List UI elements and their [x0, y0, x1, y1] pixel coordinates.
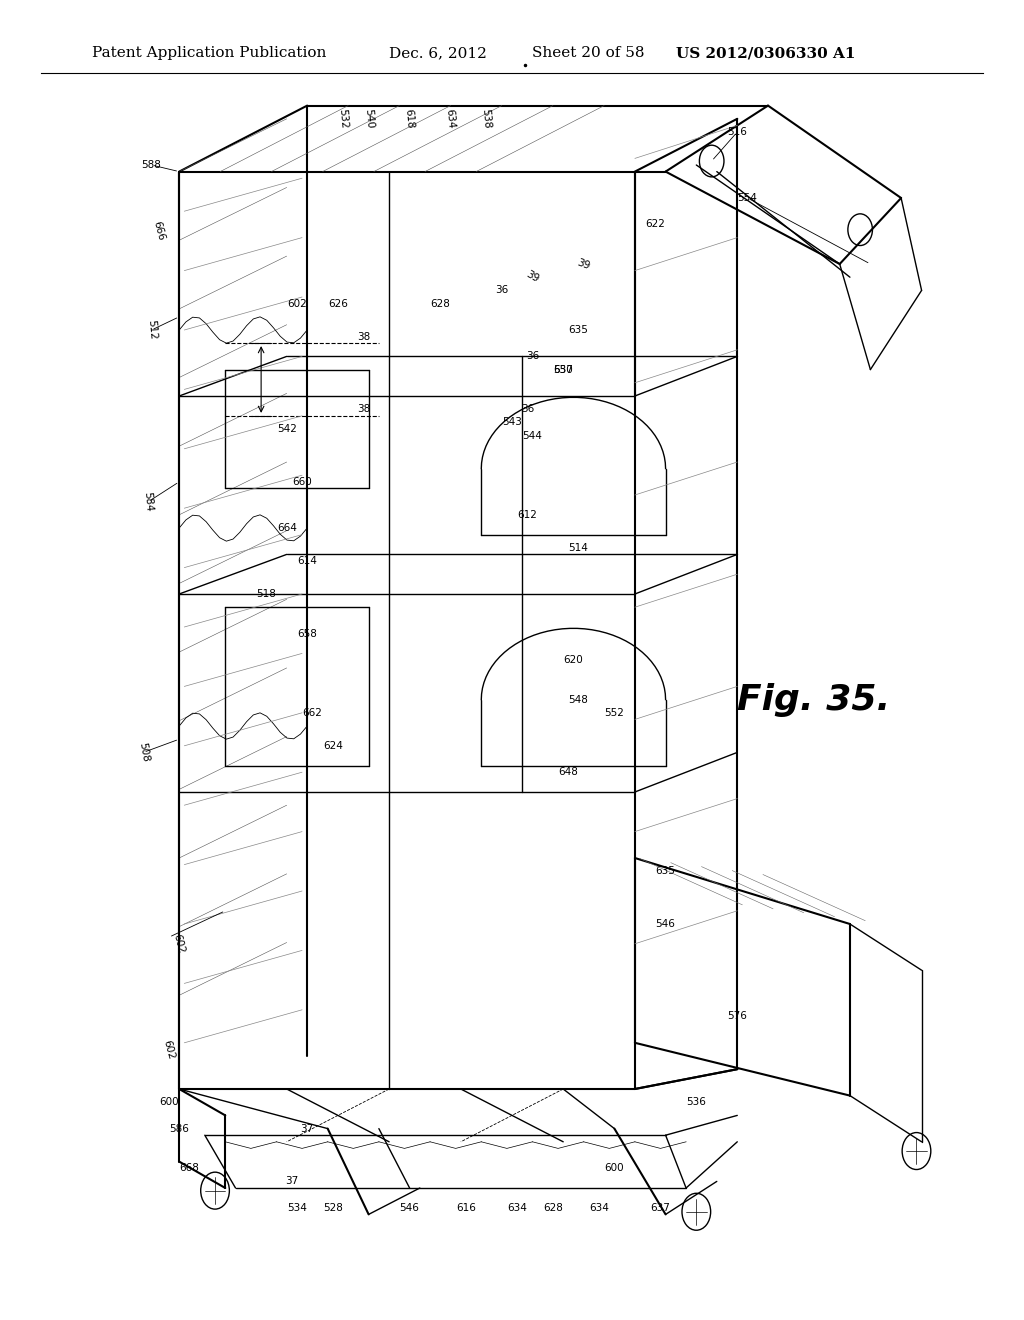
- Text: Sheet 20 of 58: Sheet 20 of 58: [532, 46, 645, 61]
- Text: 600: 600: [159, 1097, 179, 1107]
- Text: 635: 635: [568, 325, 589, 335]
- Text: 512: 512: [145, 319, 158, 341]
- Text: 668: 668: [179, 1163, 200, 1173]
- Text: 666: 666: [152, 220, 166, 242]
- Text: 38: 38: [357, 404, 370, 414]
- Text: 39: 39: [524, 269, 541, 285]
- Text: 39: 39: [575, 257, 592, 271]
- Text: 637: 637: [650, 1203, 671, 1213]
- Text: 546: 546: [655, 919, 676, 929]
- Text: 628: 628: [543, 1203, 563, 1213]
- Text: 602: 602: [172, 933, 186, 954]
- Text: 36: 36: [526, 351, 539, 362]
- Text: 536: 536: [686, 1097, 707, 1107]
- Text: 620: 620: [563, 655, 584, 665]
- Text: 554: 554: [737, 193, 758, 203]
- Text: 552: 552: [604, 708, 625, 718]
- Text: 637: 637: [553, 364, 573, 375]
- Text: 37: 37: [301, 1123, 313, 1134]
- Text: 662: 662: [302, 708, 323, 718]
- Text: 576: 576: [727, 1011, 748, 1022]
- Text: 622: 622: [645, 219, 666, 230]
- Text: 540: 540: [362, 108, 375, 129]
- Text: Patent Application Publication: Patent Application Publication: [92, 46, 327, 61]
- Text: 542: 542: [276, 424, 297, 434]
- Text: 634: 634: [507, 1203, 527, 1213]
- Text: 37: 37: [286, 1176, 298, 1187]
- Text: 546: 546: [399, 1203, 420, 1213]
- Text: 626: 626: [328, 298, 348, 309]
- Text: 538: 538: [480, 108, 493, 129]
- Text: 550: 550: [553, 364, 573, 375]
- Text: 618: 618: [403, 108, 416, 129]
- Text: 588: 588: [141, 160, 162, 170]
- Text: 648: 648: [558, 767, 579, 777]
- Text: Dec. 6, 2012: Dec. 6, 2012: [389, 46, 487, 61]
- Text: 614: 614: [297, 556, 317, 566]
- Text: 616: 616: [456, 1203, 476, 1213]
- Text: 602: 602: [162, 1039, 176, 1060]
- Text: 528: 528: [323, 1203, 343, 1213]
- Text: US 2012/0306330 A1: US 2012/0306330 A1: [676, 46, 855, 61]
- Text: 624: 624: [323, 741, 343, 751]
- Text: 508: 508: [137, 742, 150, 763]
- Text: 36: 36: [496, 285, 508, 296]
- Text: 38: 38: [357, 331, 370, 342]
- Text: 516: 516: [727, 127, 748, 137]
- Text: 534: 534: [287, 1203, 307, 1213]
- Text: 544: 544: [522, 430, 543, 441]
- Text: 658: 658: [297, 628, 317, 639]
- Text: 660: 660: [292, 477, 312, 487]
- Text: 36: 36: [521, 404, 534, 414]
- Text: 543: 543: [502, 417, 522, 428]
- Text: 548: 548: [568, 694, 589, 705]
- Text: 628: 628: [430, 298, 451, 309]
- Text: 532: 532: [337, 108, 349, 129]
- Text: 602: 602: [287, 298, 307, 309]
- Text: 586: 586: [169, 1123, 189, 1134]
- Text: 600: 600: [604, 1163, 625, 1173]
- Text: 664: 664: [276, 523, 297, 533]
- Text: 612: 612: [517, 510, 538, 520]
- Text: 514: 514: [568, 543, 589, 553]
- Text: 518: 518: [256, 589, 276, 599]
- Text: 635: 635: [655, 866, 676, 876]
- Text: 634: 634: [444, 108, 457, 129]
- Text: 584: 584: [142, 491, 155, 512]
- Text: Fig. 35.: Fig. 35.: [737, 682, 891, 717]
- Text: 634: 634: [589, 1203, 609, 1213]
